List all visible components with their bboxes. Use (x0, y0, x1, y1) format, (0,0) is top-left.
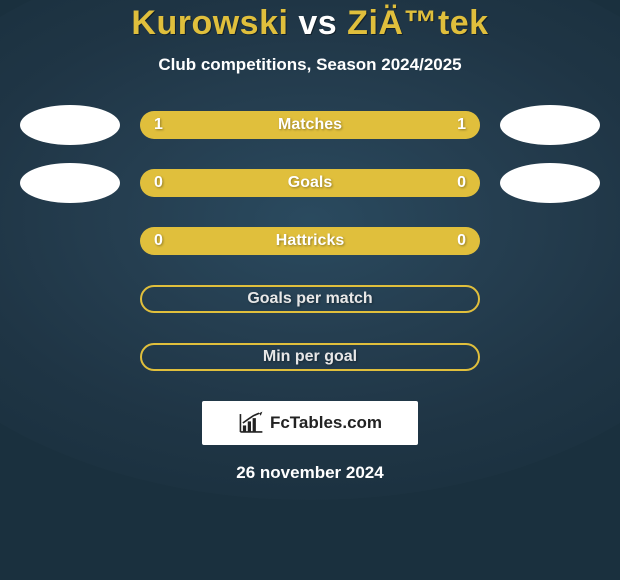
stat-row: 0 Goals 0 (20, 163, 600, 203)
stat-bar: 1 Matches 1 (140, 111, 480, 139)
date: 26 november 2024 (236, 463, 383, 483)
stat-bar: Goals per match (140, 285, 480, 313)
title-player1: Kurowski (131, 4, 288, 42)
stat-row: Min per goal (20, 337, 600, 377)
stat-label: Goals per match (247, 290, 372, 308)
stat-rows: 1 Matches 1 0 Goals 0 0 Hattricks 0 Goals per mat… (20, 105, 600, 395)
stat-label: Hattricks (276, 232, 344, 250)
stat-label: Min per goal (263, 348, 357, 366)
team-oval-left (20, 105, 120, 145)
stat-value-left: 1 (154, 116, 194, 134)
stat-value-left: 0 (154, 174, 194, 192)
stat-value-left: 0 (154, 232, 194, 250)
title-vs: vs (298, 4, 337, 42)
team-oval-right (500, 105, 600, 145)
chart-icon (238, 411, 264, 435)
stat-bar: 0 Goals 0 (140, 169, 480, 197)
team-oval-right (500, 163, 600, 203)
title-player2: ZiÄ™tek (347, 4, 488, 42)
stat-value-right: 0 (426, 232, 466, 250)
stat-bar: 0 Hattricks 0 (140, 227, 480, 255)
team-oval-left (20, 163, 120, 203)
stat-row: Goals per match (20, 279, 600, 319)
stat-label: Matches (278, 116, 342, 134)
logo-text: FcTables.com (270, 413, 382, 433)
stat-value-right: 0 (426, 174, 466, 192)
stat-label: Goals (288, 174, 332, 192)
stat-row: 0 Hattricks 0 (20, 221, 600, 261)
logo[interactable]: FcTables.com (202, 401, 418, 445)
stat-value-right: 1 (426, 116, 466, 134)
subtitle: Club competitions, Season 2024/2025 (158, 55, 461, 75)
stat-bar: Min per goal (140, 343, 480, 371)
infographic: Kurowski vs ZiÄ™tek Club competitions, S… (0, 0, 620, 580)
stat-row: 1 Matches 1 (20, 105, 600, 145)
page-title: Kurowski vs ZiÄ™tek (131, 4, 488, 43)
